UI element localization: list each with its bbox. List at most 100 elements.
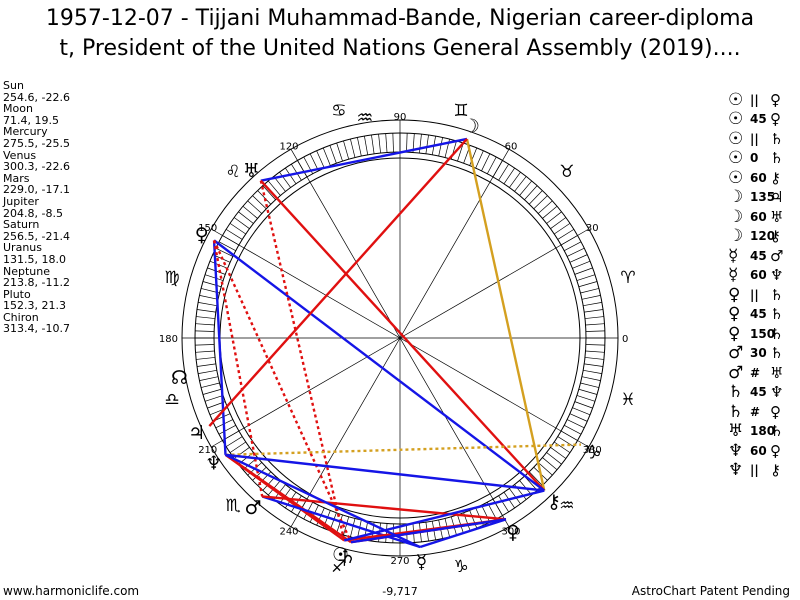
planet-coords: 131.5, 18.0: [3, 252, 66, 266]
aspect-symbol: #: [750, 404, 761, 419]
aspect-symbol: #: [750, 365, 761, 380]
aspect-row: ☉ || ♀: [728, 90, 790, 110]
degree-tick: [204, 274, 224, 281]
planet-coords: 275.5, -25.5: [3, 136, 70, 150]
degree-tick: [242, 205, 258, 219]
node-glyph: ☊: [171, 367, 188, 389]
aspect-symbol: ||: [750, 131, 759, 146]
aspect-line: [350, 518, 507, 544]
pluto-glyph: ♀: [195, 224, 209, 246]
zodiac-sign-glyph: ♐: [331, 557, 346, 577]
planet-coords: 152.3, 21.3: [3, 299, 66, 313]
degree-tick: [576, 274, 596, 281]
aspect-line: [213, 239, 546, 492]
planet-name: Saturn: [3, 218, 40, 232]
degree-tick: [557, 229, 575, 240]
aspect-row: ☉ 0 ♄: [728, 148, 790, 168]
degree-tick: [457, 514, 464, 534]
degree-tick: [503, 167, 515, 184]
degree-tick: [528, 471, 543, 486]
degree-tick: [267, 180, 281, 196]
aspect-planet-1: ♀: [728, 323, 741, 344]
degree-tick: [533, 195, 548, 210]
aspect-planet-1: ♂: [728, 362, 744, 383]
degree-tick: [196, 363, 216, 367]
aspect-symbol: ||: [750, 92, 759, 107]
aspect-planet-1: ☽: [728, 187, 744, 208]
degree-tick: [378, 134, 381, 154]
degree-tick: [584, 316, 604, 319]
degree-tick: [196, 316, 216, 319]
aspect-lines: [208, 137, 581, 549]
zodiac-sign-glyph: ♌: [225, 162, 240, 182]
aspect-symbol: 60: [750, 268, 767, 283]
degree-tick: [438, 137, 443, 157]
planet-coords: 256.5, -21.4: [3, 229, 70, 243]
aspect-symbol: 0: [750, 151, 759, 166]
degree-tick: [343, 516, 350, 536]
aspect-planet-2: ♄: [770, 422, 784, 441]
degree-tick: [252, 466, 267, 481]
aspect-line: [212, 240, 264, 497]
mc-glyph: ♒: [356, 107, 373, 129]
aspect-symbol: 60: [750, 443, 767, 458]
degree-tick: [350, 518, 356, 537]
aspect-row: ☉ || ♄: [728, 129, 790, 149]
aspect-row: ♀ || ♄: [728, 285, 790, 305]
aspect-planet-1: ☉: [728, 89, 744, 110]
venus-glyph: ♀: [506, 521, 520, 543]
degree-tick: [218, 425, 236, 435]
degree-tick: [509, 488, 521, 505]
degree-tick: [585, 344, 605, 346]
degree-tick: [199, 376, 219, 381]
degree-tick: [195, 350, 215, 353]
bottom-value: -9,717: [382, 585, 417, 598]
degree-tick: [195, 330, 215, 332]
aspect-row: ☽ 120 ⚷: [728, 226, 790, 246]
degree-tick: [291, 163, 302, 181]
aspect-planet-2: ♅: [770, 207, 784, 226]
degree-tick: [572, 407, 591, 416]
aspect-symbol: 60: [750, 209, 767, 224]
website-link[interactable]: www.harmoniclife.com: [3, 584, 140, 598]
degree-tick: [569, 254, 588, 263]
degree-label: 90: [394, 112, 407, 123]
degree-tick: [329, 145, 337, 164]
degree-tick: [519, 180, 533, 196]
degree-tick: [336, 514, 343, 534]
aspect-symbol: 150: [750, 326, 776, 341]
aspect-planet-1: ☿: [728, 265, 739, 286]
degree-tick: [199, 295, 219, 300]
aspect-row: ☉ 45 ♀: [728, 109, 790, 129]
zodiac-sign-glyph: ♈: [620, 268, 635, 288]
degree-label: 210: [198, 445, 217, 456]
aspect-symbol: 45: [750, 307, 767, 322]
degree-tick: [469, 510, 478, 529]
degree-label: 240: [279, 526, 298, 537]
degree-tick: [195, 323, 215, 326]
aspect-line: [212, 240, 227, 455]
degree-tick: [204, 395, 224, 402]
aspect-planet-1: ☉: [728, 167, 744, 188]
wheel-glyphs: ☉ ☽ ☿ ♀ ♂ ♃ ♄ ♅ ♆ ♀ ⚷ ☊ ♒ ♑: [171, 107, 602, 573]
degree-tick: [583, 302, 602, 307]
aspect-row: ☽ 135 ♃: [728, 187, 790, 208]
degree-tick: [279, 171, 291, 188]
zodiac-sign-glyph: ♓: [620, 390, 635, 410]
aspect-planet-2: ♀: [770, 110, 781, 129]
planet-coords: 254.6, -22.6: [3, 90, 70, 104]
asc-glyph: ♑: [584, 442, 601, 464]
zodiac-sign-glyph: ♒: [559, 496, 574, 516]
degree-tick: [574, 401, 593, 409]
degree-tick: [585, 330, 605, 332]
planet-name: Venus: [3, 148, 37, 162]
planet-coords: 213.8, -11.2: [3, 276, 70, 290]
aspect-row: ♅ 180 ♄: [728, 421, 790, 442]
planet-name: Uranus: [3, 241, 42, 255]
neptune-glyph: ♆: [205, 453, 222, 475]
degree-tick: [322, 147, 331, 166]
degree-tick: [581, 295, 601, 300]
aspect-planet-1: ♅: [728, 421, 744, 442]
aspect-planet-2: ♂: [770, 246, 784, 265]
degree-tick: [546, 211, 562, 224]
